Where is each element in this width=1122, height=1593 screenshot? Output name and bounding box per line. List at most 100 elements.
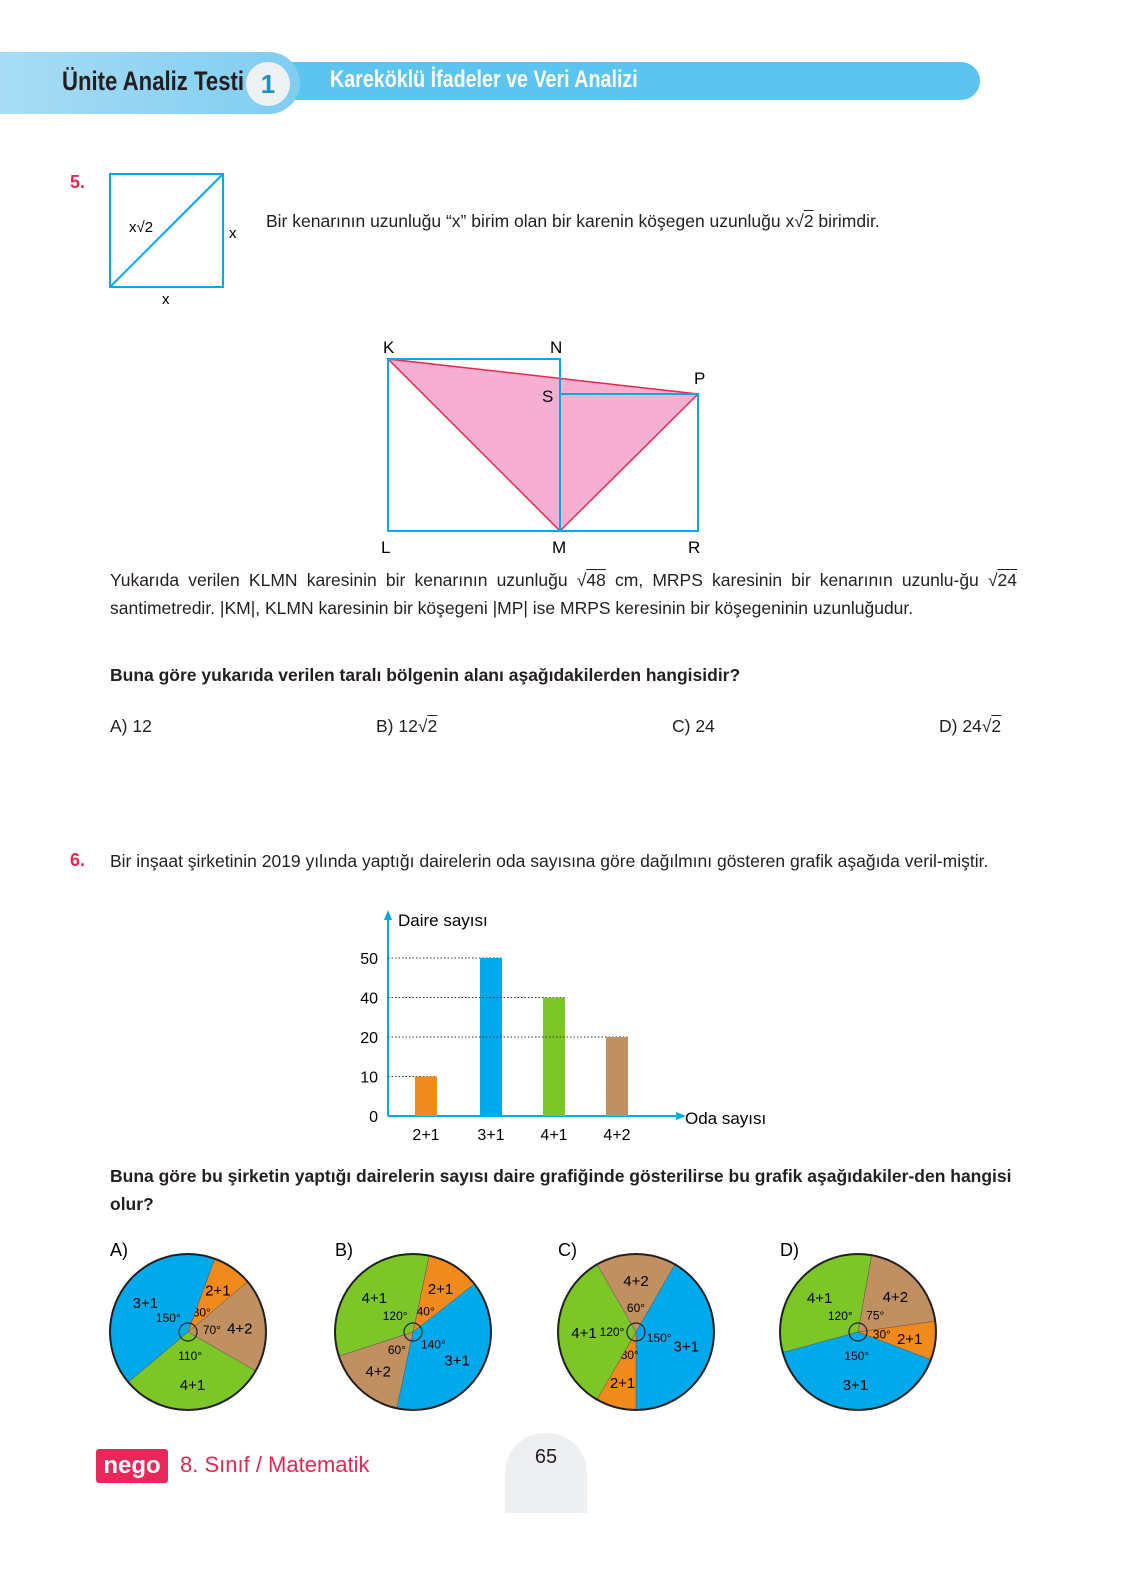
shaded-triangle	[385, 358, 700, 533]
slice-angle-label: 30°	[873, 1328, 891, 1342]
option-5b[interactable]: B) 12√2	[376, 716, 438, 736]
pie-outline	[109, 1253, 267, 1411]
side-label-bottom: x	[162, 291, 170, 308]
slice-angle-label: 140°	[421, 1338, 446, 1352]
option-label: B)	[335, 1240, 353, 1260]
point-K: K	[383, 338, 395, 357]
y-tick-label: 0	[369, 1109, 378, 1126]
side-label-right: x	[229, 225, 237, 242]
slice-angle-label: 75°	[866, 1308, 884, 1322]
slice-angle-label: 120°	[828, 1309, 853, 1323]
option-label: D)	[780, 1240, 799, 1260]
slice-angle-label: 70°	[203, 1323, 221, 1337]
slice-label: 2+1	[205, 1282, 230, 1299]
slice-angle-label: 40°	[417, 1305, 435, 1319]
bar-2+1	[415, 1076, 437, 1116]
slice-label: 3+1	[843, 1377, 868, 1394]
diagonal	[109, 173, 224, 288]
center-angle-marker	[403, 1322, 423, 1342]
x-tick-label: 3+1	[477, 1127, 504, 1144]
point-R: R	[688, 538, 700, 557]
diagonal-label: x√2	[129, 219, 153, 236]
slice-angle-label: 60°	[627, 1301, 645, 1315]
slice-label: 2+1	[610, 1375, 635, 1392]
slice-label: 2+1	[428, 1281, 453, 1298]
slice-angle-label: 150°	[647, 1331, 672, 1345]
page-number: 65	[534, 1446, 558, 1468]
slice-label: 3+1	[133, 1295, 158, 1312]
y-tick-label: 10	[360, 1070, 378, 1087]
slice-label: 4+2	[883, 1289, 908, 1306]
x-tick-label: 4+1	[540, 1127, 567, 1144]
header-subtitle: Kareköklü İfadeler ve Veri Analizi	[330, 66, 638, 93]
slice-label: 2+1	[897, 1331, 922, 1348]
slice-label: 4+1	[180, 1377, 205, 1394]
klmn-mrps-figure: K N P S L M R	[381, 338, 705, 557]
question-6-prompt: Buna göre bu şirketin yaptığı dairelerin…	[110, 1166, 1012, 1214]
y-tick-label: 20	[360, 1030, 378, 1047]
question-6-number: 6.	[70, 850, 86, 870]
question-5-number: 5.	[70, 172, 86, 192]
center-angle-marker	[626, 1322, 646, 1342]
point-N: N	[550, 338, 562, 357]
option-label: C)	[558, 1240, 577, 1260]
nego-logo: nego	[96, 1449, 168, 1483]
test-number-badge: 1	[246, 62, 290, 106]
slice-angle-label: 150°	[844, 1349, 869, 1363]
header-subtitle-band	[280, 62, 980, 100]
pie-outline	[557, 1253, 715, 1411]
question-5-intro: Bir kenarının uzunluğu “x” birim olan bi…	[266, 211, 880, 231]
slice-angle-label: 110°	[178, 1349, 202, 1363]
x-axis-label: Oda sayısı	[685, 1109, 766, 1128]
x-tick-label: 2+1	[412, 1127, 439, 1144]
y-axis-label: Daire sayısı	[398, 911, 488, 930]
slice-angle-label: 60°	[388, 1343, 406, 1357]
header-title: Ünite Analiz Testi	[62, 66, 245, 96]
slice-angle-label: 30°	[193, 1305, 211, 1319]
pie-outline	[334, 1253, 492, 1411]
bar-4+2	[606, 1037, 628, 1116]
bar-chart: Daire sayısı Oda sayısı 0 10 20 40 50 2+1 3+1 4+1…	[360, 910, 766, 1144]
center-angle-marker	[848, 1322, 868, 1342]
option-5a[interactable]: A) 12	[110, 716, 152, 736]
slice-label: 4+1	[571, 1325, 596, 1342]
x-axis-arrow-icon	[676, 1112, 686, 1120]
option-5d[interactable]: D) 24√2	[939, 716, 1002, 736]
point-M: M	[552, 538, 566, 557]
point-L: L	[381, 538, 390, 557]
slice-label: 3+1	[674, 1338, 699, 1355]
square	[109, 173, 224, 288]
pie-chart-options: A)2+130°4+270°4+1110°3+1150°B)2+140°3+11…	[109, 1240, 937, 1411]
y-tick-label: 50	[360, 951, 378, 968]
square-mrps	[559, 393, 699, 532]
slice-angle-label: 120°	[600, 1325, 625, 1339]
x-tick-label: 4+2	[603, 1127, 630, 1144]
slice-angle-label: 120°	[383, 1309, 408, 1323]
page-number-tab	[505, 1433, 587, 1513]
point-S: S	[542, 387, 553, 406]
square-diagonal-figure: x√2 x x	[109, 173, 237, 308]
slice-label: 4+2	[227, 1320, 252, 1337]
question-5-body: Yukarıda verilen KLMN karesinin bir kena…	[110, 570, 1018, 618]
y-tick-label: 40	[360, 991, 378, 1008]
center-angle-marker	[178, 1322, 198, 1342]
option-label: A)	[110, 1240, 128, 1260]
pie-option-d[interactable]: D) 4+2 75° 2+1 30° 3+1 150° 4+1 120°	[779, 1240, 937, 1411]
point-P: P	[694, 369, 705, 388]
bar-4+1	[543, 997, 565, 1116]
slice-angle-label: 30°	[621, 1348, 639, 1362]
slice-label: 4+2	[623, 1273, 648, 1290]
slice-label: 3+1	[444, 1353, 469, 1370]
option-5c[interactable]: C) 24	[672, 716, 715, 736]
y-axis-arrow-icon	[384, 910, 392, 920]
slice-angle-label: 150°	[156, 1311, 181, 1325]
slice-label: 4+2	[365, 1364, 390, 1381]
question-5-prompt: Buna göre yukarıda verilen taralı bölgen…	[110, 665, 741, 685]
slice-label: 4+1	[362, 1290, 387, 1307]
pie-outline	[779, 1253, 937, 1411]
course-label: 8. Sınıf / Matematik	[180, 1452, 370, 1477]
